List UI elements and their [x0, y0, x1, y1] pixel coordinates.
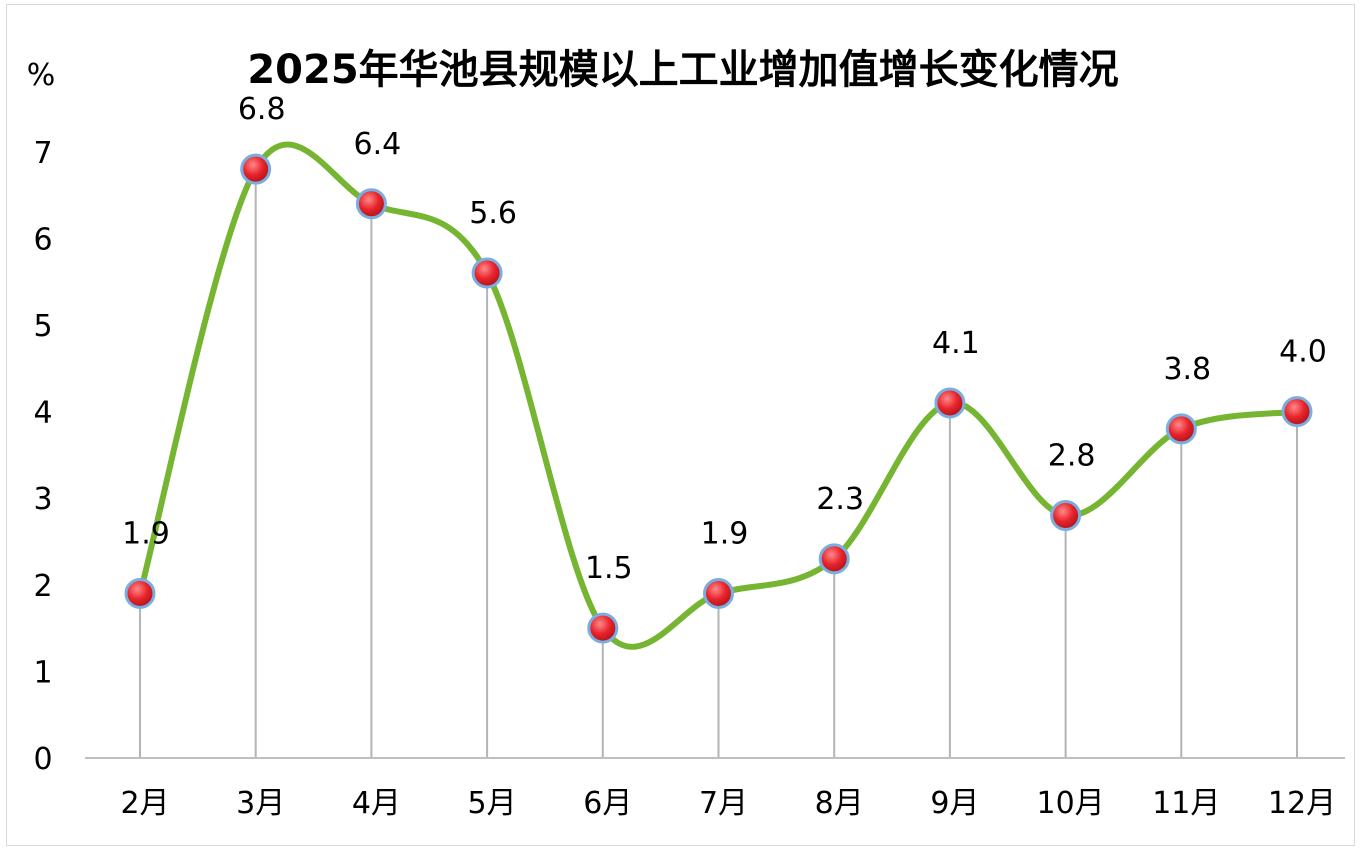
- data-marker: [1281, 396, 1313, 428]
- data-marker: [934, 387, 966, 419]
- x-tick-label: 5月: [468, 786, 517, 821]
- data-label: 3.8: [1163, 352, 1211, 387]
- chart-frame: 2025年华池县规模以上工业增加值增长变化情况 % 0 1 2 3 4 5 6 7 1.9 6.…: [6, 4, 1355, 846]
- data-label: 4.0: [1279, 335, 1327, 370]
- x-axis: 2月 3月 4月 5月 6月 7月 8月 9月 10月 11月 12月: [120, 786, 1336, 821]
- x-tick-label: 6月: [583, 786, 632, 821]
- data-label: 1.9: [701, 516, 749, 551]
- series-line: [137, 141, 1300, 650]
- x-tick-label: 12月: [1268, 786, 1336, 821]
- y-tick-label: 0: [33, 742, 52, 777]
- x-tick-label: 7月: [699, 786, 748, 821]
- data-labels: 1.9 6.8 6.4 5.6 1.5 1.9 2.3 4.1 2.8 3.8 4.0: [122, 92, 1327, 586]
- data-marker: [1165, 413, 1197, 445]
- data-label: 1.5: [585, 551, 633, 586]
- data-marker: [818, 543, 850, 575]
- data-markers: [124, 153, 1313, 644]
- x-tick-label: 3月: [236, 786, 285, 821]
- data-label: 1.9: [122, 516, 170, 551]
- chart-title: 2025年华池县规模以上工业增加值增长变化情况: [247, 47, 1118, 93]
- data-label: 5.6: [469, 196, 517, 231]
- data-label: 2.8: [1048, 439, 1096, 474]
- data-marker: [1050, 500, 1082, 532]
- x-tick-label: 11月: [1152, 786, 1220, 821]
- line-chart: 2025年华池县规模以上工业增加值增长变化情况 % 0 1 2 3 4 5 6 7 1.9 6.…: [27, 47, 1345, 821]
- y-tick-label: 7: [33, 136, 52, 171]
- data-marker: [471, 257, 503, 289]
- y-tick-label: 5: [33, 309, 52, 344]
- data-label: 4.1: [932, 326, 980, 361]
- y-tick-label: 6: [33, 222, 52, 257]
- data-marker: [587, 612, 619, 644]
- data-marker: [355, 188, 387, 220]
- x-tick-label: 2月: [120, 786, 169, 821]
- y-axis-unit-label: %: [27, 58, 56, 93]
- y-tick-label: 1: [33, 655, 52, 690]
- y-axis: 0 1 2 3 4 5 6 7: [33, 136, 52, 777]
- data-label: 2.3: [816, 482, 864, 517]
- x-tick-label: 10月: [1037, 786, 1105, 821]
- data-label: 6.4: [354, 127, 402, 162]
- data-label: 6.8: [238, 92, 286, 127]
- drop-lines: [139, 169, 1298, 758]
- x-tick-label: 8月: [815, 786, 864, 821]
- y-tick-label: 2: [33, 569, 52, 604]
- data-marker: [703, 577, 734, 609]
- data-marker: [240, 153, 272, 185]
- x-tick-label: 9月: [930, 786, 979, 821]
- y-tick-label: 4: [33, 396, 52, 431]
- data-marker: [124, 577, 156, 609]
- x-tick-label: 4月: [352, 786, 401, 821]
- y-tick-label: 3: [33, 482, 52, 517]
